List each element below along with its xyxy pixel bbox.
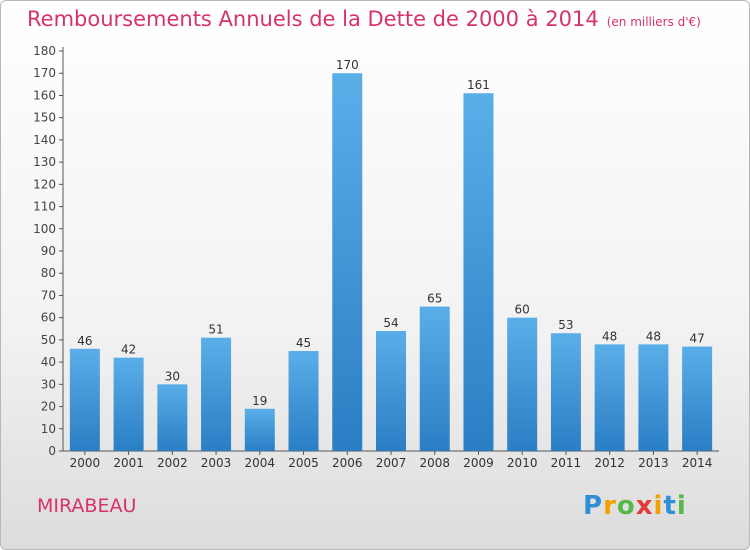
data-label: 48 <box>602 329 617 343</box>
bar <box>638 344 669 451</box>
data-label: 46 <box>77 334 92 348</box>
y-tick-label: 30 <box>41 377 56 391</box>
data-label: 161 <box>467 78 490 92</box>
proxiti-logo: Proxiti <box>583 491 687 521</box>
x-tick-label: 2011 <box>551 456 582 470</box>
logo-letter: t <box>663 491 677 521</box>
x-tick-label: 2004 <box>245 456 276 470</box>
bar <box>113 357 144 451</box>
x-tick-label: 2008 <box>419 456 450 470</box>
y-tick-label: 100 <box>33 222 56 236</box>
y-tick-label: 120 <box>33 177 56 191</box>
y-tick-label: 160 <box>33 88 56 102</box>
y-tick-label: 20 <box>41 400 56 414</box>
title-unit: (en milliers d'€) <box>606 15 701 29</box>
logo-letter: i <box>653 491 664 521</box>
x-tick-label: 2014 <box>682 456 713 470</box>
bar <box>594 344 625 451</box>
y-tick-label: 80 <box>41 266 56 280</box>
data-label: 19 <box>252 394 267 408</box>
y-tick-label: 60 <box>41 311 56 325</box>
logo-letter: x <box>635 491 654 521</box>
y-tick-label: 70 <box>41 288 56 302</box>
y-tick-label: 110 <box>33 200 56 214</box>
y-tick-label: 130 <box>33 155 56 169</box>
bar <box>157 384 188 451</box>
logo-letter: o <box>616 491 636 521</box>
y-tick-label: 90 <box>41 244 56 258</box>
bar <box>682 346 713 451</box>
logo-letter: r <box>603 491 617 521</box>
y-tick-label: 170 <box>33 66 56 80</box>
x-tick-label: 2007 <box>376 456 407 470</box>
bar <box>419 306 450 451</box>
data-label: 45 <box>296 336 311 350</box>
title-main: Remboursements Annuels de la Dette de 20… <box>27 7 599 31</box>
y-tick-label: 40 <box>41 355 56 369</box>
x-tick-label: 2000 <box>70 456 101 470</box>
bar <box>376 331 406 451</box>
bar <box>288 351 319 451</box>
bar <box>332 73 363 451</box>
x-tick-label: 2003 <box>201 456 232 470</box>
logo-letter: i <box>676 491 687 521</box>
x-tick-label: 2009 <box>463 456 494 470</box>
data-label: 53 <box>558 318 573 332</box>
x-tick-label: 2012 <box>594 456 625 470</box>
data-label: 48 <box>646 329 661 343</box>
y-tick-label: 180 <box>33 44 56 58</box>
data-label: 54 <box>383 316 398 330</box>
bar <box>507 317 538 451</box>
data-label: 42 <box>121 343 136 357</box>
x-tick-label: 2005 <box>288 456 319 470</box>
x-tick-label: 2006 <box>332 456 363 470</box>
data-label: 65 <box>427 292 442 306</box>
data-label: 170 <box>336 58 359 72</box>
y-tick-label: 140 <box>33 133 56 147</box>
data-label: 60 <box>515 303 530 317</box>
data-label: 47 <box>689 332 704 346</box>
x-tick-label: 2001 <box>113 456 144 470</box>
bar <box>69 348 100 451</box>
y-tick-label: 50 <box>41 333 56 347</box>
bar <box>244 408 275 451</box>
x-tick-label: 2002 <box>157 456 188 470</box>
x-tick-label: 2010 <box>507 456 538 470</box>
chart-title: Remboursements Annuels de la Dette de 20… <box>27 7 701 31</box>
bar <box>550 333 581 451</box>
city-name: MIRABEAU <box>37 495 137 517</box>
y-tick-label: 0 <box>48 444 56 458</box>
y-tick-label: 10 <box>41 422 56 436</box>
data-label: 51 <box>208 323 223 337</box>
bar <box>201 337 232 451</box>
y-tick-label: 150 <box>33 111 56 125</box>
logo-letter: P <box>583 491 604 521</box>
x-tick-label: 2013 <box>638 456 669 470</box>
data-label: 30 <box>165 369 180 383</box>
bar <box>463 93 494 451</box>
